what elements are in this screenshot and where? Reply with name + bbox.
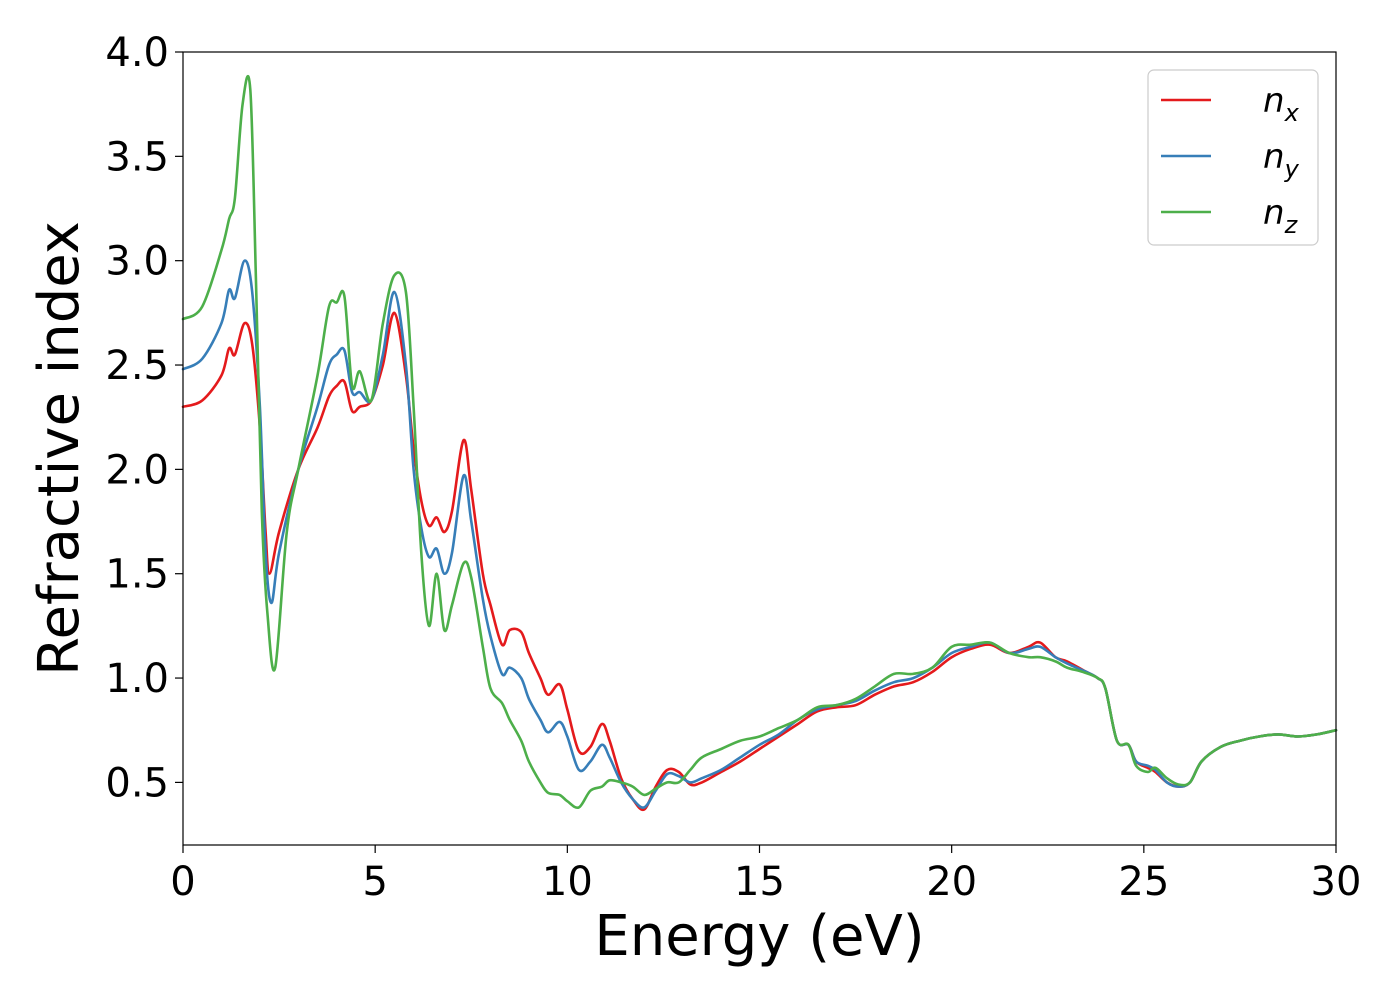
- x-tick-label: 20: [926, 859, 977, 905]
- legend-subscript: y: [1284, 155, 1300, 183]
- y-axis-title: Refractive index: [27, 221, 92, 676]
- y-tick-label: 4.0: [105, 30, 169, 76]
- x-axis-title: Energy (eV): [594, 904, 924, 969]
- x-tick-label: 10: [542, 859, 593, 905]
- y-axis: 0.5 1.0 1.5 2.0 2.5 3.0 3.5 4.0: [105, 30, 183, 806]
- y-tick-label: 2.0: [105, 447, 169, 493]
- y-tick-label: 0.5: [105, 760, 169, 806]
- x-tick-label: 15: [734, 859, 785, 905]
- plot-lines: [181, 74, 1338, 812]
- x-tick-label: 0: [170, 859, 195, 905]
- legend-subscript: x: [1284, 99, 1300, 127]
- legend-box: [1147, 69, 1319, 246]
- y-tick-label: 1.0: [105, 656, 169, 702]
- y-tick-label: 1.5: [105, 552, 169, 598]
- x-tick-label: 25: [1118, 859, 1169, 905]
- series-line-nz: [181, 74, 1338, 810]
- x-axis: 0 5 10 15 20 25 30: [170, 845, 1361, 905]
- legend-subscript: z: [1284, 211, 1299, 239]
- x-tick-label: 30: [1311, 859, 1362, 905]
- y-tick-label: 3.5: [105, 134, 169, 180]
- y-tick-label: 3.0: [105, 239, 169, 285]
- x-tick-label: 5: [362, 859, 387, 905]
- y-tick-label: 2.5: [105, 343, 169, 389]
